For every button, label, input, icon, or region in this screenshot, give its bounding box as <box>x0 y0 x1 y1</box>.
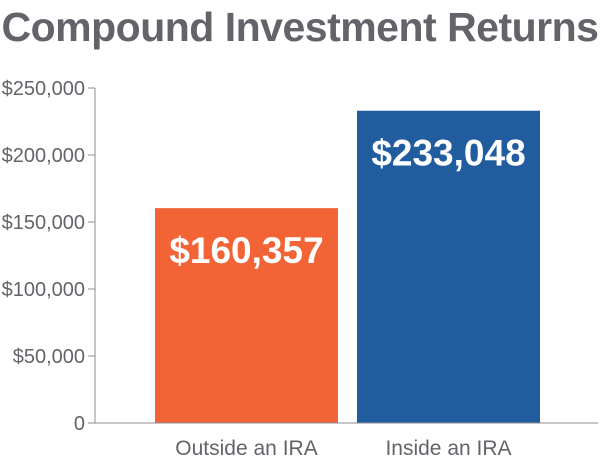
x-axis-labels: Outside an IRA Inside an IRA <box>175 437 511 460</box>
data-label: $233,048 <box>371 133 525 174</box>
y-tick-label: $50,000 <box>13 346 85 368</box>
axes <box>94 88 598 424</box>
y-tick-label: $100,000 <box>2 279 85 301</box>
chart-title: Compound Investment Returns <box>1 4 599 50</box>
data-label: $160,357 <box>169 230 323 271</box>
bars: $160,357 $233,048 <box>155 110 540 423</box>
x-category-label: Outside an IRA <box>175 437 317 460</box>
y-axis-ticks: 0 $50,000 $100,000 $150,000 $200,000 $250,000 <box>2 78 95 435</box>
y-tick-label: $150,000 <box>2 212 85 234</box>
y-tick-label: 0 <box>74 413 85 435</box>
y-tick-label: $250,000 <box>2 78 85 100</box>
x-category-label: Inside an IRA <box>385 437 511 460</box>
y-tick-label: $200,000 <box>2 145 85 167</box>
bar-inside-an-ira <box>357 110 540 423</box>
bar-outside-an-ira <box>155 208 338 423</box>
